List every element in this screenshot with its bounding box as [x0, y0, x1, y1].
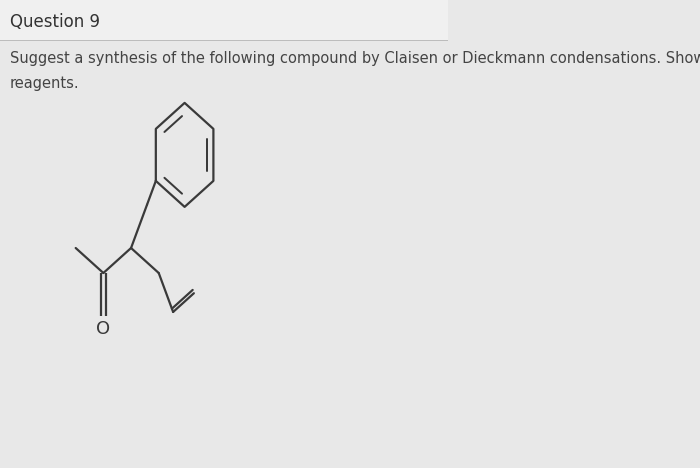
Text: O: O — [97, 321, 111, 338]
FancyBboxPatch shape — [0, 0, 447, 40]
Text: reagents.: reagents. — [10, 76, 79, 92]
Text: Suggest a synthesis of the following compound by Claisen or Dieckmann condensati: Suggest a synthesis of the following com… — [10, 51, 700, 66]
Text: Question 9: Question 9 — [10, 14, 99, 31]
